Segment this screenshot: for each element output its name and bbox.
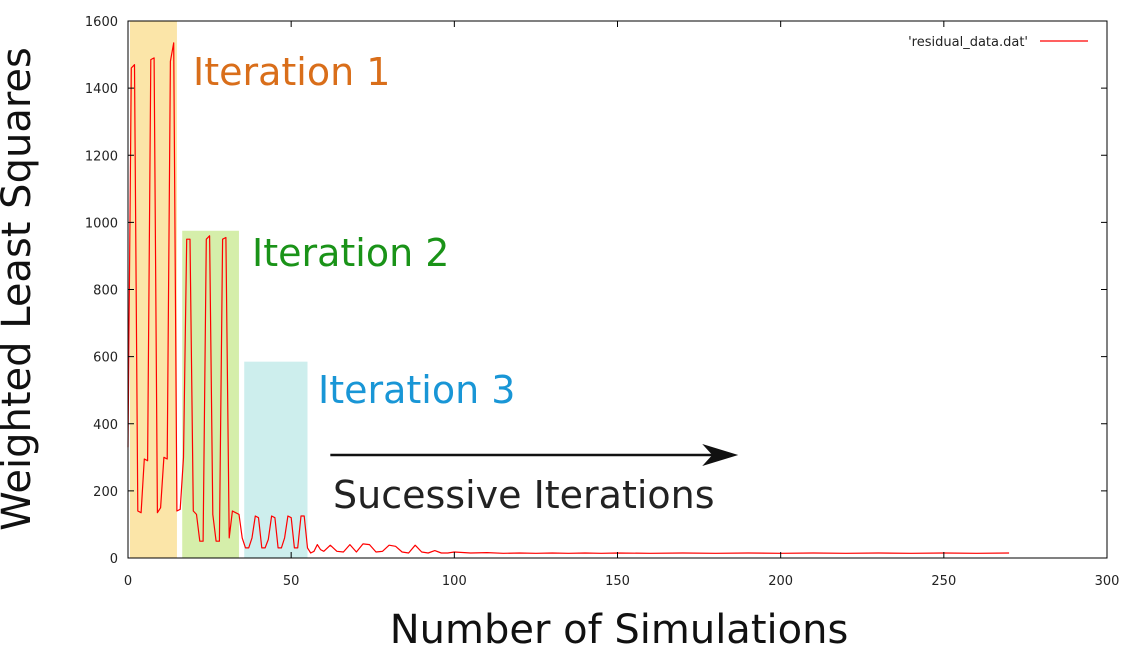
axis-ticks: 0 50 100 150 200 250 300 0 200 400 600 800 1000 1200 1… <box>85 15 1120 589</box>
iteration-1-label: Iteration 1 <box>193 50 390 94</box>
successive-iterations-text: Sucessive Iterations <box>333 473 715 517</box>
series-line-0 <box>127 42 1010 554</box>
y-tick-label: 600 <box>93 351 118 366</box>
x-tick-label: 100 <box>442 574 467 589</box>
legend: 'residual_data.dat' <box>908 35 1088 50</box>
successive-iterations-annotation: Sucessive Iterations <box>330 444 739 517</box>
arrow-head <box>702 444 739 466</box>
iteration-3-label: Iteration 3 <box>318 368 515 412</box>
x-tick-label: 200 <box>768 574 793 589</box>
y-axis-title: Weighted Least Squares <box>0 47 40 531</box>
y-tick-label: 1200 <box>85 149 118 164</box>
y-tick-label: 1400 <box>85 82 118 97</box>
legend-label: 'residual_data.dat' <box>908 35 1028 50</box>
y-tick-label: 0 <box>110 552 118 567</box>
x-tick-label: 150 <box>605 574 630 589</box>
x-tick-label: 250 <box>931 574 956 589</box>
y-tick-label: 200 <box>93 485 118 500</box>
series-layer <box>127 42 1010 554</box>
x-tick-label: 300 <box>1095 574 1120 589</box>
y-tick-label: 1000 <box>85 216 118 231</box>
x-tick-label: 50 <box>283 574 300 589</box>
x-axis-title: Number of Simulations <box>390 607 849 645</box>
y-tick-label: 800 <box>93 284 118 299</box>
x-tick-label: 0 <box>124 574 132 589</box>
iteration-labels: Iteration 1 Iteration 2 Iteration 3 <box>193 50 515 412</box>
y-tick-label: 1600 <box>85 15 118 30</box>
iteration-2-label: Iteration 2 <box>252 231 449 275</box>
y-tick-label: 400 <box>93 418 118 433</box>
